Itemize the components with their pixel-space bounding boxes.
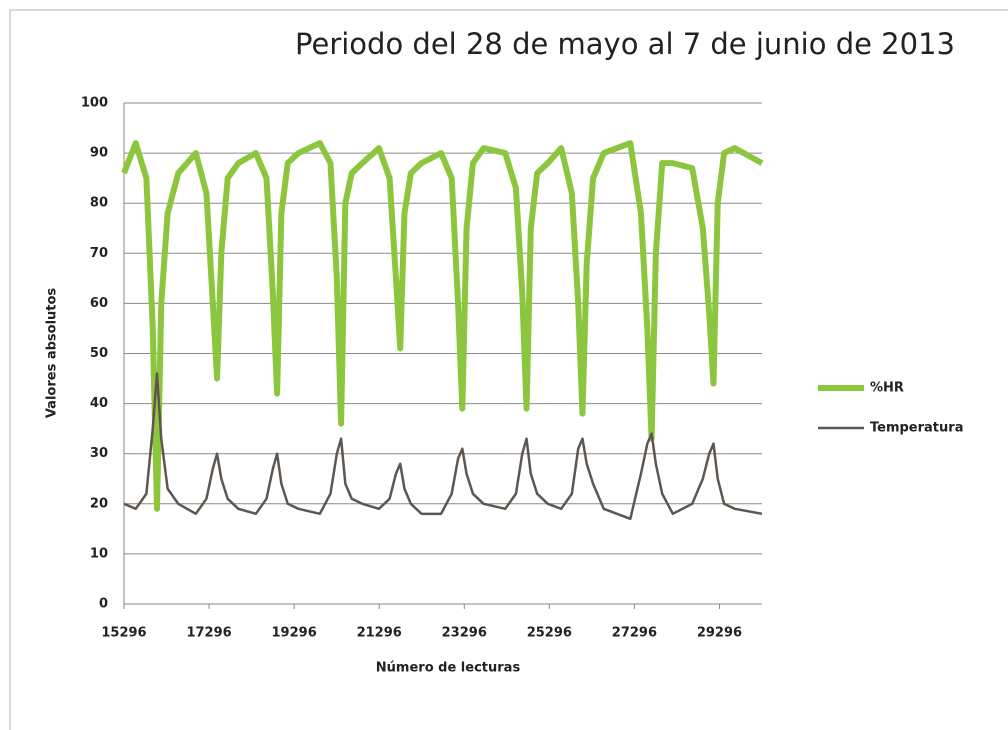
x-tick-label: 17296 <box>186 626 231 641</box>
y-tick-label: 0 <box>99 597 108 612</box>
x-tick-label: 25296 <box>527 626 572 641</box>
chart-title: Periodo del 28 de mayo al 7 de junio de … <box>295 27 955 61</box>
series-line <box>123 372 763 521</box>
y-tick-label: 70 <box>90 246 108 261</box>
x-tick-label: 19296 <box>272 626 317 641</box>
y-tick-label: 100 <box>81 96 108 111</box>
y-tick-label: 60 <box>90 296 108 311</box>
x-tick-label: 15296 <box>101 626 146 641</box>
chart-frame <box>9 9 1008 730</box>
y-tick-label: 80 <box>90 196 108 211</box>
x-tick-label: 23296 <box>442 626 487 641</box>
legend-label: %HR <box>870 381 904 396</box>
y-tick-label: 40 <box>90 396 108 411</box>
y-tick-label: 90 <box>90 146 108 161</box>
y-tick-label: 20 <box>90 496 108 511</box>
y-tick-label: 50 <box>90 346 108 361</box>
legend-label: Temperatura <box>870 421 963 436</box>
y-axis-label: Valores absolutos <box>45 288 60 419</box>
y-tick-label: 10 <box>90 546 108 561</box>
x-tick-label: 29296 <box>697 626 742 641</box>
y-tick-label: 30 <box>90 446 108 461</box>
series-line <box>121 140 764 512</box>
x-tick-label: 21296 <box>357 626 402 641</box>
x-tick-label: 27296 <box>612 626 657 641</box>
x-axis-label: Número de lecturas <box>376 661 521 676</box>
